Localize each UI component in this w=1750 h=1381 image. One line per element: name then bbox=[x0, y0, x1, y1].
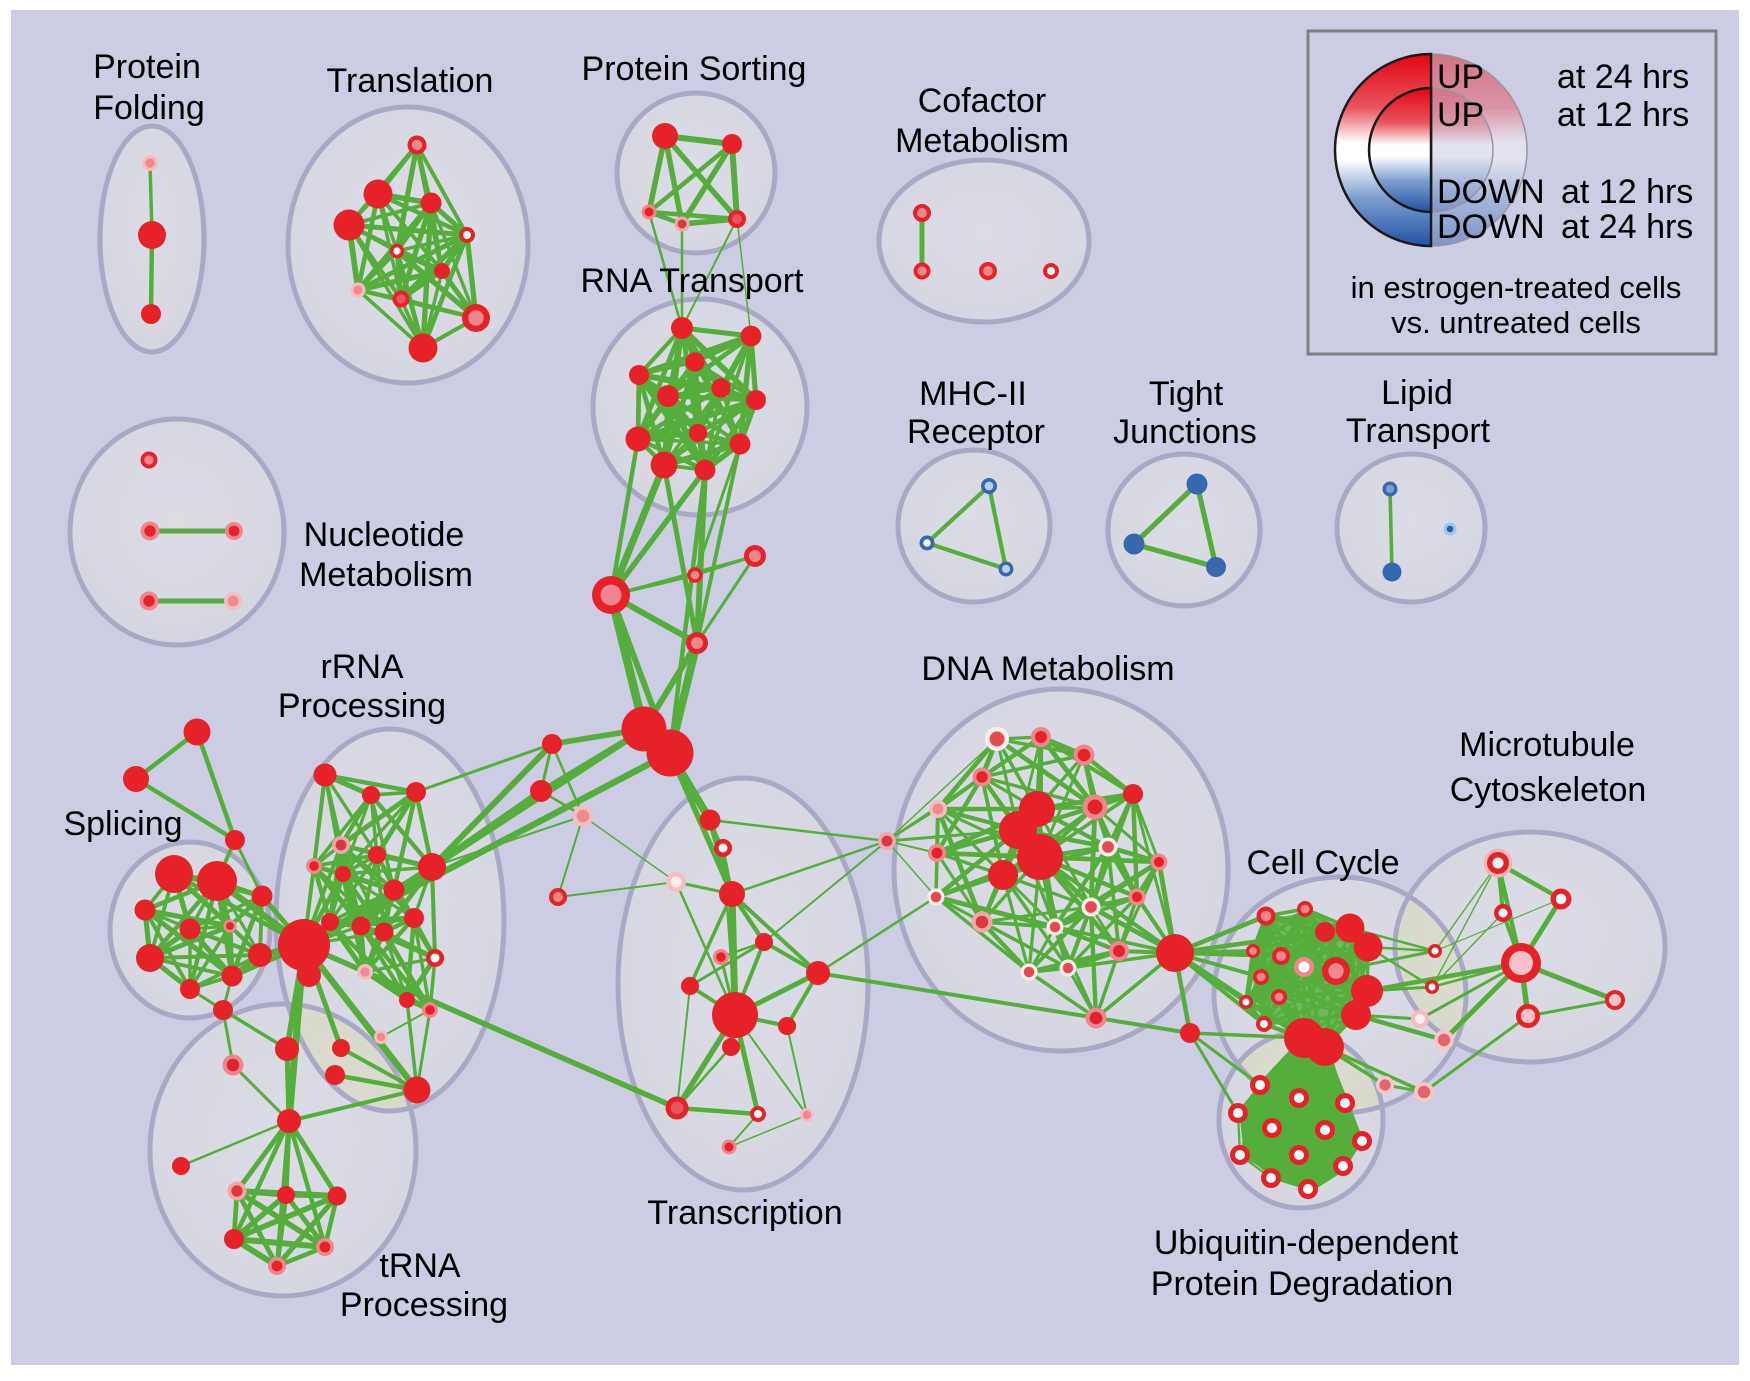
svg-text:Lipid: Lipid bbox=[1381, 374, 1453, 412]
svg-text:at 24 hrs: at 24 hrs bbox=[1561, 208, 1693, 246]
svg-text:Cytoskeleton: Cytoskeleton bbox=[1450, 771, 1647, 809]
svg-text:DNA Metabolism: DNA Metabolism bbox=[921, 650, 1174, 688]
svg-text:Translation: Translation bbox=[327, 62, 494, 100]
svg-text:at 12 hrs: at 12 hrs bbox=[1557, 96, 1689, 134]
svg-text:tRNA: tRNA bbox=[379, 1247, 461, 1285]
svg-text:Protein Sorting: Protein Sorting bbox=[582, 50, 807, 88]
svg-text:Nucleotide: Nucleotide bbox=[304, 516, 465, 554]
svg-text:at 24 hrs: at 24 hrs bbox=[1557, 58, 1689, 96]
svg-text:Metabolism: Metabolism bbox=[895, 122, 1069, 160]
svg-text:Ubiquitin-dependent: Ubiquitin-dependent bbox=[1154, 1224, 1459, 1262]
svg-text:DOWN: DOWN bbox=[1437, 173, 1545, 211]
svg-text:MHC-II: MHC-II bbox=[919, 375, 1027, 413]
svg-text:RNA Transport: RNA Transport bbox=[581, 262, 805, 300]
svg-text:Metabolism: Metabolism bbox=[299, 556, 473, 594]
svg-text:Splicing: Splicing bbox=[63, 805, 182, 843]
svg-text:UP: UP bbox=[1437, 96, 1484, 134]
svg-text:Transport: Transport bbox=[1346, 412, 1491, 450]
svg-text:Protein Degradation: Protein Degradation bbox=[1151, 1265, 1453, 1303]
svg-text:Receptor: Receptor bbox=[907, 413, 1045, 451]
svg-text:rRNA: rRNA bbox=[320, 648, 403, 686]
svg-text:UP: UP bbox=[1437, 58, 1484, 96]
svg-text:DOWN: DOWN bbox=[1437, 208, 1545, 246]
svg-text:at 12 hrs: at 12 hrs bbox=[1561, 173, 1693, 211]
svg-text:Microtubule: Microtubule bbox=[1459, 726, 1635, 764]
svg-text:Tight: Tight bbox=[1149, 375, 1224, 413]
svg-text:Protein: Protein bbox=[93, 48, 201, 86]
svg-text:Processing: Processing bbox=[340, 1286, 508, 1324]
svg-text:Cell Cycle: Cell Cycle bbox=[1246, 844, 1399, 882]
svg-text:Transcription: Transcription bbox=[647, 1194, 842, 1232]
svg-text:Junctions: Junctions bbox=[1113, 413, 1257, 451]
svg-text:Processing: Processing bbox=[278, 687, 446, 725]
svg-text:in estrogen-treated cells: in estrogen-treated cells bbox=[1351, 270, 1682, 305]
svg-text:vs. untreated cells: vs. untreated cells bbox=[1391, 305, 1641, 340]
svg-text:Folding: Folding bbox=[93, 89, 205, 127]
svg-text:Cofactor: Cofactor bbox=[918, 82, 1047, 120]
